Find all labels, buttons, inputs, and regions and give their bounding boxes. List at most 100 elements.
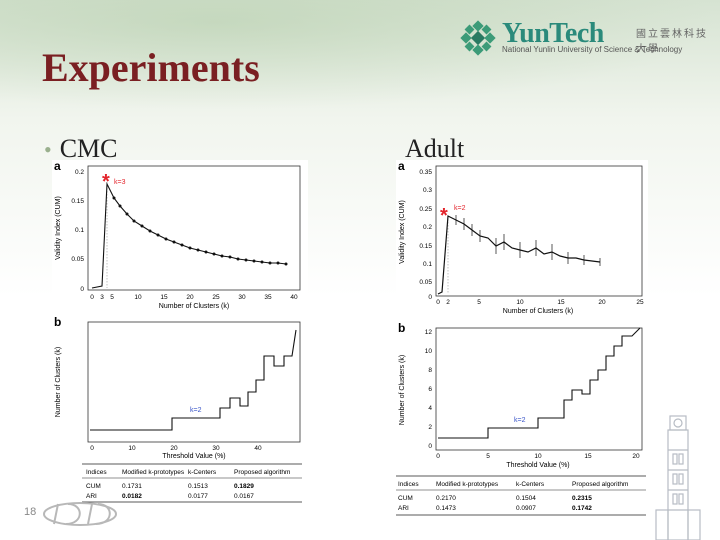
cmc-b-xtick: 40 <box>254 445 262 452</box>
svg-text:CUM: CUM <box>86 483 101 490</box>
bullet-cmc-text: CMC <box>59 134 118 163</box>
adult-a-ytick: 0.15 <box>419 243 432 250</box>
table-row: CUM 0.1731 0.1513 0.1829 <box>86 483 254 490</box>
cmc-a-xtick: 35 <box>264 294 272 301</box>
cmc-b-xtick: 20 <box>170 445 178 452</box>
cmc-a-xtick: 20 <box>186 294 194 301</box>
adult-b-annotation: k=2 <box>514 417 526 424</box>
adult-a-ytick: 0.2 <box>423 224 432 231</box>
cmc-a-xtick: 25 <box>212 294 220 301</box>
cmc-panel-a-ylabel: Validity Index (CUM) <box>55 196 62 260</box>
svg-text:ARI: ARI <box>398 505 409 512</box>
slide-number: 18 <box>24 506 37 518</box>
adult-b-xtick: 5 <box>486 453 490 460</box>
svg-text:Indices: Indices <box>398 481 419 488</box>
cmc-panel-b-ylabel: Number of Clusters (k) <box>55 347 62 417</box>
adult-b-ytick: 12 <box>425 329 433 336</box>
table-row: CUM 0.2170 0.1504 0.2315 <box>398 495 592 502</box>
adult-a-ytick: 0.3 <box>423 187 432 194</box>
cmc-a-ytick: 0.05 <box>71 256 84 263</box>
svg-text:Modified k-prototypes: Modified k-prototypes <box>436 481 499 488</box>
cmc-b-xtick: 10 <box>128 445 136 452</box>
cmc-panel-a-xlabel: Number of Clusters (k) <box>159 303 229 310</box>
cmc-a-xtick: 3 <box>100 294 104 301</box>
svg-text:0.1513: 0.1513 <box>188 483 208 490</box>
adult-panel-a-ylabel: Validity Index (CUM) <box>399 200 406 264</box>
svg-text:0.0182: 0.0182 <box>122 493 142 500</box>
cmc-a-xtick: 15 <box>160 294 168 301</box>
adult-b-step-curve <box>438 327 641 439</box>
svg-text:0.2170: 0.2170 <box>436 495 456 502</box>
svg-text:0.1731: 0.1731 <box>122 483 142 490</box>
clock-tower-icon <box>655 415 701 540</box>
svg-text:0.1829: 0.1829 <box>234 483 254 490</box>
cmc-b-xtick: 0 <box>90 445 94 452</box>
adult-b-xtick: 0 <box>436 453 440 460</box>
adult-b-ytick: 4 <box>428 405 432 412</box>
svg-text:0.2315: 0.2315 <box>572 495 592 502</box>
logo-english-name: National Yunlin University of Science & … <box>502 45 683 54</box>
cmc-a-annotation: k=3 <box>114 179 126 186</box>
adult-b-xtick: 15 <box>584 453 592 460</box>
cmc-a-xtick: 40 <box>290 294 298 301</box>
lab-logo-icon <box>43 502 117 526</box>
cmc-panel-a-letter: a <box>54 160 61 173</box>
cmc-panel-b-frame <box>87 321 301 443</box>
svg-text:0.0167: 0.0167 <box>234 493 254 500</box>
adult-a-ytick: 0.05 <box>419 279 432 286</box>
cmc-a-points <box>112 196 288 266</box>
adult-a-ytick: 0.25 <box>419 206 432 213</box>
adult-panel-b-ylabel: Number of Clusters (k) <box>399 355 406 425</box>
cmc-a-xtick: 30 <box>238 294 246 301</box>
cmc-a-xtick: 5 <box>110 294 114 301</box>
adult-panel-a-frame <box>435 165 643 297</box>
adult-b-ytick: 8 <box>428 367 432 374</box>
cmc-a-ytick: 0.15 <box>71 198 84 205</box>
cmc-panel-b-letter: b <box>54 315 61 329</box>
adult-panel-b-xlabel: Threshold Value (%) <box>506 462 569 469</box>
bullet-dot-icon: • <box>44 137 52 162</box>
adult-a-xtick: 5 <box>477 299 481 306</box>
adult-a-xtick: 10 <box>516 299 524 306</box>
cmc-a-ytick: 0.1 <box>75 227 84 234</box>
adult-b-xtick: 20 <box>632 453 640 460</box>
svg-text:0.0177: 0.0177 <box>188 493 208 500</box>
adult-a-xtick: 25 <box>636 299 644 306</box>
svg-text:Indices: Indices <box>86 469 107 476</box>
cmc-a-ytick: 0 <box>80 286 84 293</box>
adult-panel-a-letter: a <box>398 160 405 173</box>
adult-a-ytick: 0 <box>428 294 432 301</box>
svg-text:0.1473: 0.1473 <box>436 505 456 512</box>
svg-text:0.1742: 0.1742 <box>572 505 592 512</box>
adult-a-xtick: 15 <box>557 299 565 306</box>
svg-text:CUM: CUM <box>398 495 413 502</box>
adult-table-header: Indices Modified k-prototypes k-Centers … <box>398 481 628 488</box>
adult-panel-a-xlabel: Number of Clusters (k) <box>503 308 573 315</box>
adult-a-annotation: k=2 <box>454 205 466 212</box>
adult-a-xtick: 2 <box>446 299 450 306</box>
university-logo: YunTech 國立雲林科技大學 National Yunlin Univers… <box>460 18 710 62</box>
svg-text:Proposed algorithm: Proposed algorithm <box>234 469 290 476</box>
adult-figure: a Validity Index (CUM) 0.35 0.3 0.25 0.2… <box>396 160 648 522</box>
bullet-cmc: • CMC <box>44 134 118 164</box>
cmc-a-xtick: 0 <box>90 294 94 301</box>
cmc-figure: a Validity Index (CUM) 0.2 0.15 0.1 0.05… <box>52 160 308 508</box>
adult-panel-b-letter: b <box>398 321 405 335</box>
cmc-a-curve <box>91 181 287 289</box>
svg-text:0.1504: 0.1504 <box>516 495 536 502</box>
adult-b-xtick: 10 <box>534 453 542 460</box>
cmc-a-xtick: 10 <box>134 294 142 301</box>
cmc-b-xtick: 30 <box>212 445 220 452</box>
logo-name: YunTech <box>502 18 604 49</box>
adult-a-ytick: 0.35 <box>419 169 432 176</box>
adult-a-curve <box>437 215 601 295</box>
yuntech-emblem-icon <box>460 20 496 56</box>
adult-a-xtick: 20 <box>598 299 606 306</box>
adult-b-ytick: 0 <box>428 443 432 450</box>
table-row: ARI 0.0182 0.0177 0.0167 <box>86 493 254 500</box>
cmc-b-annotation: k=2 <box>190 407 202 414</box>
adult-a-ytick: 0.1 <box>423 261 432 268</box>
header-background <box>0 0 720 110</box>
table-row: ARI 0.1473 0.0907 0.1742 <box>398 505 592 512</box>
label-adult: Adult <box>405 134 465 163</box>
